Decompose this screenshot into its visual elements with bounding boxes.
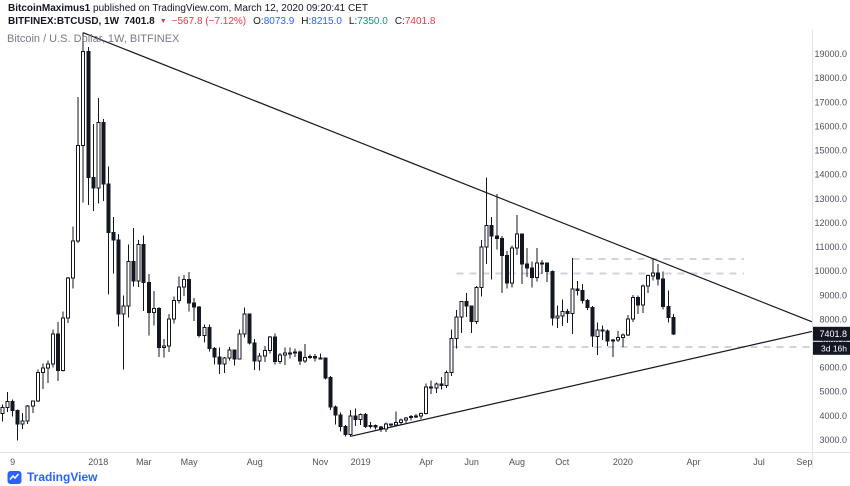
svg-text:5000.0: 5000.0 (819, 387, 847, 397)
author-name[interactable]: BitcoinMaximus1 (8, 3, 91, 14)
svg-text:6000.0: 6000.0 (819, 363, 847, 373)
snapshot-header: BitcoinMaximus1 published on TradingView… (0, 0, 850, 30)
publish-info: BitcoinMaximus1 published on TradingView… (8, 3, 850, 15)
low-label: L: (348, 16, 358, 27)
svg-text:3000.0: 3000.0 (819, 435, 847, 445)
last-price-label: 7401.8 (813, 326, 850, 341)
svg-text:2020: 2020 (613, 457, 633, 467)
svg-text:13000.0: 13000.0 (814, 194, 847, 204)
candles-layer (0, 32, 676, 441)
publish-text: published on TradingView.com, March 12, … (93, 3, 369, 14)
ohlc-open: O:8073.9 (253, 15, 294, 28)
svg-text:Jul: Jul (753, 457, 765, 467)
svg-text:Sep: Sep (796, 457, 812, 467)
price-axis[interactable]: 3000.04000.05000.06000.07000.08000.09000… (814, 49, 847, 445)
candlestick-chart[interactable]: 3000.04000.05000.06000.07000.08000.09000… (0, 30, 850, 468)
svg-text:Mar: Mar (136, 457, 152, 467)
svg-text:May: May (181, 457, 199, 467)
close-value: 7401.8 (404, 16, 436, 27)
open-value: 8073.9 (263, 16, 295, 27)
time-axis[interactable]: 9 2018 Mar May Aug Nov 2019 Apr Jun Aug Oct 2020 Apr… (10, 457, 812, 467)
brand-name[interactable]: TradingView (27, 470, 98, 484)
svg-text:10000.0: 10000.0 (814, 266, 847, 276)
ohlc-close: C:7401.8 (395, 15, 436, 28)
ohlc-low: L:7350.0 (349, 15, 388, 28)
svg-text:16000.0: 16000.0 (814, 122, 847, 132)
svg-text:11000.0: 11000.0 (815, 242, 847, 252)
svg-text:2019: 2019 (351, 457, 371, 467)
high-label: H: (301, 16, 312, 27)
bar-countdown-label: 3d 16h (813, 341, 850, 355)
svg-text:Nov: Nov (312, 457, 329, 467)
chart-legend[interactable]: Bitcoin / U.S. Dollar, 1W, BITFINEX (7, 33, 180, 45)
price-change: −567.8 (−7.12%) (171, 16, 247, 27)
svg-text:19000.0: 19000.0 (814, 49, 847, 59)
price-down-icon: ▼ (159, 18, 167, 25)
svg-text:3d 16h: 3d 16h (821, 343, 847, 353)
svg-text:14000.0: 14000.0 (814, 170, 847, 180)
svg-text:Apr: Apr (419, 457, 433, 467)
svg-text:18000.0: 18000.0 (814, 73, 847, 83)
svg-text:Aug: Aug (247, 457, 263, 467)
svg-text:2018: 2018 (88, 457, 108, 467)
svg-text:7401.8: 7401.8 (819, 329, 847, 339)
svg-text:Apr: Apr (686, 457, 700, 467)
svg-text:Aug: Aug (509, 457, 525, 467)
svg-text:Oct: Oct (555, 457, 570, 467)
chart-area: 3000.04000.05000.06000.07000.08000.09000… (0, 30, 850, 468)
svg-text:17000.0: 17000.0 (814, 97, 847, 107)
tradingview-logo-icon (7, 470, 22, 484)
low-value: 7350.0 (357, 16, 388, 27)
symbol-name[interactable]: BITFINEX:BTCUSD, 1W (8, 16, 120, 27)
open-label: O: (253, 16, 264, 27)
svg-text:9: 9 (10, 457, 15, 467)
triangle-trendlines[interactable] (82, 32, 813, 437)
svg-text:4000.0: 4000.0 (819, 411, 847, 421)
svg-text:9000.0: 9000.0 (819, 290, 847, 300)
ohlc-high: H:8215.0 (301, 15, 342, 28)
last-price: 7401.8 (124, 16, 155, 27)
svg-text:15000.0: 15000.0 (814, 146, 847, 156)
svg-text:8000.0: 8000.0 (819, 314, 847, 324)
svg-text:12000.0: 12000.0 (814, 218, 847, 228)
symbol-summary: BITFINEX:BTCUSD, 1W 7401.8 ▼ −567.8 (−7.… (8, 15, 850, 29)
footer-brand[interactable]: TradingView (0, 468, 850, 486)
high-value: 8215.0 (311, 16, 342, 27)
support-resistance-levels (451, 258, 812, 349)
svg-text:Jun: Jun (464, 457, 479, 467)
close-label: C: (394, 16, 405, 27)
